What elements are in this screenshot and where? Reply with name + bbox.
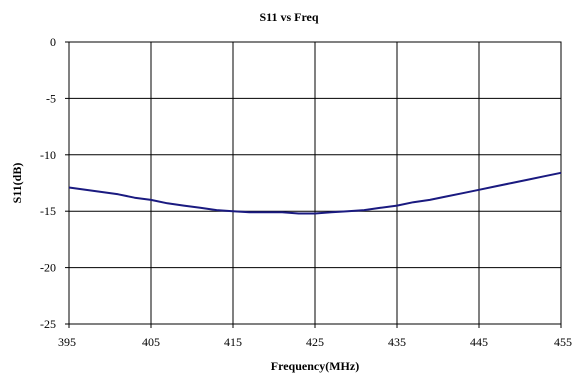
y-tick-label: 0: [50, 35, 56, 49]
x-tick-label: 395: [58, 335, 76, 349]
x-tick-label: 435: [388, 335, 406, 349]
gridlines: [65, 41, 562, 328]
y-tick-label: -15: [40, 204, 56, 218]
x-tick-label: 455: [554, 335, 572, 349]
x-tick-label: 425: [306, 335, 324, 349]
y-tick-label: -20: [40, 261, 56, 275]
series-group: [68, 171, 562, 215]
x-axis-title: Frequency(MHz): [271, 359, 359, 373]
y-tick-labels: 0 -5 -10 -15 -20 -25: [40, 35, 56, 331]
series-line-s11: [68, 171, 562, 215]
y-tick-label: -10: [40, 148, 56, 162]
x-tick-labels: 395 405 415 425 435 445 455: [58, 335, 572, 349]
x-tick-label: 415: [224, 335, 242, 349]
y-tick-label: -25: [40, 317, 56, 331]
plot-area: [68, 41, 562, 325]
chart-title: S11 vs Freq: [259, 10, 318, 24]
y-axis-title: S11(dB): [10, 163, 24, 204]
y-tick-label: -5: [46, 91, 56, 105]
x-tick-label: 405: [142, 335, 160, 349]
x-tick-label: 445: [470, 335, 488, 349]
